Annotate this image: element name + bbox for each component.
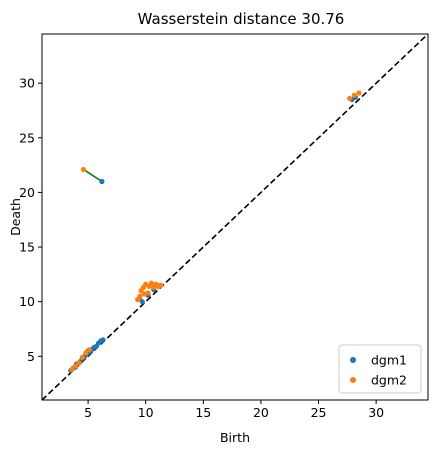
x-tick-label: 20 — [253, 405, 269, 420]
x-tick-label: 15 — [195, 405, 211, 420]
dgm2-point — [141, 291, 148, 297]
x-tick-label: 10 — [138, 405, 154, 420]
legend-box — [338, 344, 422, 394]
matching-line — [83, 168, 103, 183]
dgm2-point — [351, 92, 357, 98]
y-tick-label: 20 — [19, 185, 35, 200]
legend-marker — [350, 357, 356, 363]
dgm2-point — [347, 95, 353, 102]
legend-label: dgm2 — [371, 373, 407, 388]
legend-label: dgm1 — [371, 353, 407, 368]
dgm1-point — [139, 299, 145, 305]
y-tick-label: 30 — [19, 76, 35, 91]
dgm2-point — [83, 350, 89, 356]
plot-frame — [41, 33, 429, 401]
dgm1-point — [100, 337, 106, 343]
y-tick-label: 25 — [19, 130, 35, 145]
chart-title: Wasserstein distance 30.76 — [138, 10, 345, 28]
legend: dgm1 dgm2 — [338, 344, 422, 394]
y-axis-label: Death — [8, 198, 23, 236]
y-tick-label: 5 — [27, 349, 35, 364]
x-tick-label: 30 — [368, 405, 384, 420]
dgm2-point — [72, 363, 79, 369]
dgm2-point — [79, 354, 85, 360]
y-tick-label: 10 — [19, 294, 35, 309]
x-tick-label: 25 — [311, 405, 327, 420]
dgm1-point — [99, 178, 105, 185]
dgm2-point — [158, 282, 164, 288]
dgm2-point — [356, 90, 362, 96]
x-axis-label: Birth — [220, 430, 250, 445]
dgm2-point — [80, 166, 87, 173]
x-tick-label: 5 — [84, 405, 92, 420]
legend-marker — [350, 377, 356, 383]
dgm2-point — [76, 360, 82, 366]
dgm2-point — [86, 347, 92, 353]
y-tick-label: 15 — [19, 240, 35, 255]
dgm2-point — [69, 366, 75, 373]
dgm2-point — [137, 293, 143, 299]
diagonal-line — [42, 34, 428, 400]
dgm2-point — [148, 280, 155, 286]
